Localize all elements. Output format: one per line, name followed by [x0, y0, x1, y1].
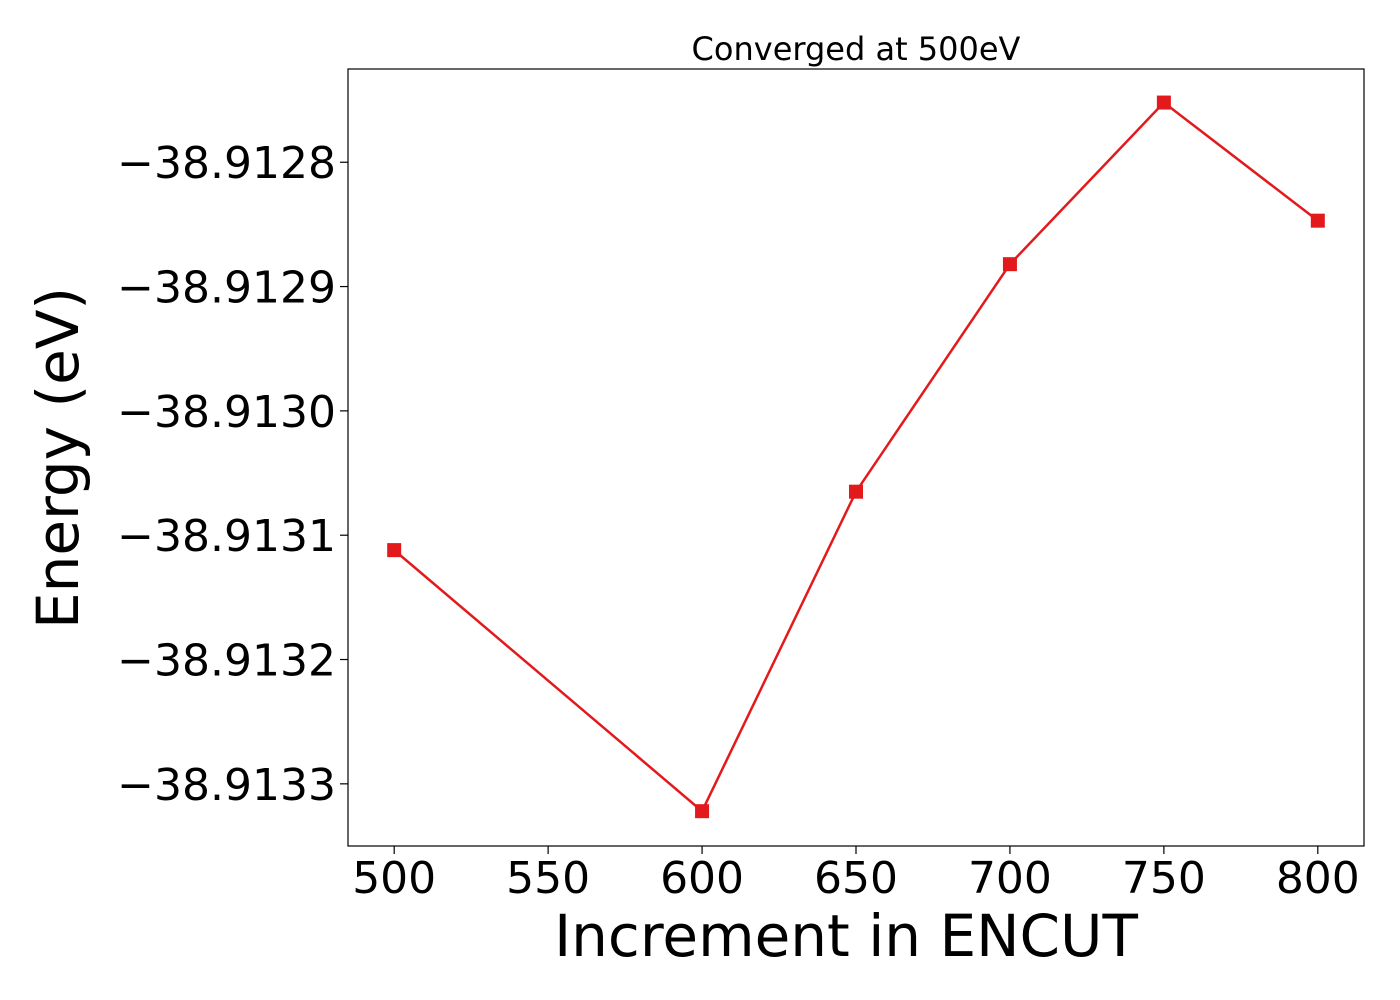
- y-axis-ticks: −38.9128 −38.9129 −38.9130 −38.9131 −38.9132…: [117, 138, 348, 811]
- y-tick-label: −38.9132: [117, 636, 336, 687]
- x-tick-label: 700: [968, 853, 1052, 904]
- x-tick-label: 750: [1122, 853, 1206, 904]
- y-tick-label: −38.9129: [117, 263, 336, 314]
- data-point-marker: [695, 804, 710, 819]
- y-axis-label: Energy (eV): [24, 287, 92, 629]
- x-axis-ticks: 500 550 600 650 700 750 800: [352, 846, 1360, 904]
- y-tick-label: −38.9130: [117, 387, 336, 438]
- series-layer: [387, 95, 1325, 819]
- x-axis-label: Increment in ENCUT: [554, 902, 1138, 970]
- y-tick-label: −38.9131: [117, 511, 336, 562]
- x-tick-label: 800: [1276, 853, 1360, 904]
- data-point-marker: [1310, 213, 1325, 228]
- data-point-marker: [387, 543, 402, 558]
- data-point-marker: [1156, 95, 1171, 110]
- series-line: [393, 100, 1319, 814]
- data-point-marker: [1002, 257, 1017, 272]
- y-tick-label: −38.9133: [117, 760, 336, 811]
- x-tick-label: 600: [660, 853, 744, 904]
- data-point-marker: [849, 484, 863, 499]
- x-tick-label: 550: [506, 853, 590, 904]
- chart-title: Converged at 500eV: [692, 30, 1021, 68]
- y-tick-label: −38.9128: [117, 138, 336, 189]
- x-tick-label: 500: [352, 853, 436, 904]
- x-tick-label: 650: [814, 853, 898, 904]
- plot-area-frame: [347, 68, 1365, 847]
